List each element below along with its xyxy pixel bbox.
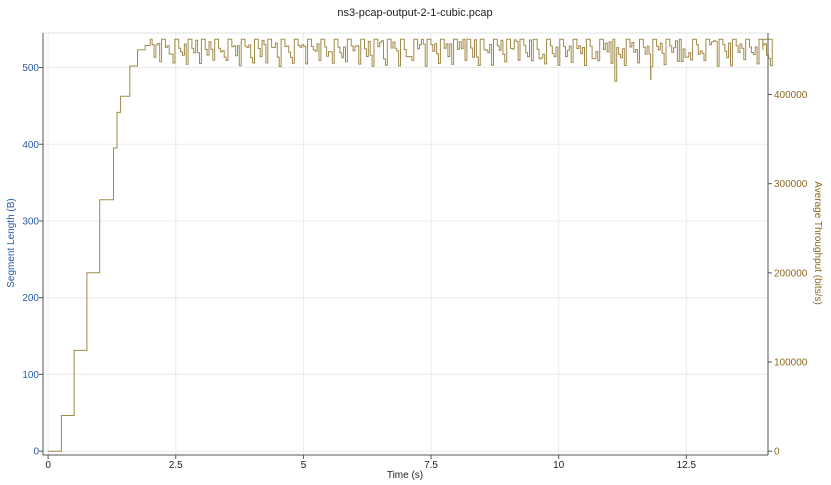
y-right-tick-label: 200000 [774, 268, 808, 279]
y-left-tick-label: 200 [22, 293, 39, 304]
x-tick-label: 10 [553, 460, 565, 471]
y-left-tick-label: 0 [33, 447, 39, 458]
chart-title: ns3-pcap-output-2-1-cubic.pcap [337, 7, 492, 19]
grid [43, 33, 768, 455]
x-tick-label: 0 [45, 460, 51, 471]
y-left-tick-label: 500 [22, 63, 39, 74]
throughput-series-line [48, 38, 773, 452]
y-right-tick-label: 300000 [774, 179, 808, 190]
x-tick-label: 2.5 [169, 460, 183, 471]
y-left-tick-label: 300 [22, 216, 39, 227]
left-axis-title: Segment Length (B) [6, 198, 17, 288]
y-left-tick-label: 100 [22, 370, 39, 381]
x-tick-label: 5 [301, 460, 307, 471]
plot-frame [42, 32, 769, 456]
y-right-tick-label: 100000 [774, 358, 808, 369]
x-axis-title: Time (s) [387, 470, 423, 481]
y-right-tick-label: 0 [774, 447, 780, 458]
x-tick-label: 12.5 [677, 460, 697, 471]
x-tick-label: 7.5 [424, 460, 438, 471]
axis-ticks: 0 2.5 5 7.5 10 12.5 0 100 200 300 400 500 0 100000 200… [22, 63, 807, 471]
y-left-tick-label: 400 [22, 140, 39, 151]
right-axis-title: Average Throughput (bits/s) [812, 181, 823, 305]
y-right-tick-label: 400000 [774, 90, 808, 101]
